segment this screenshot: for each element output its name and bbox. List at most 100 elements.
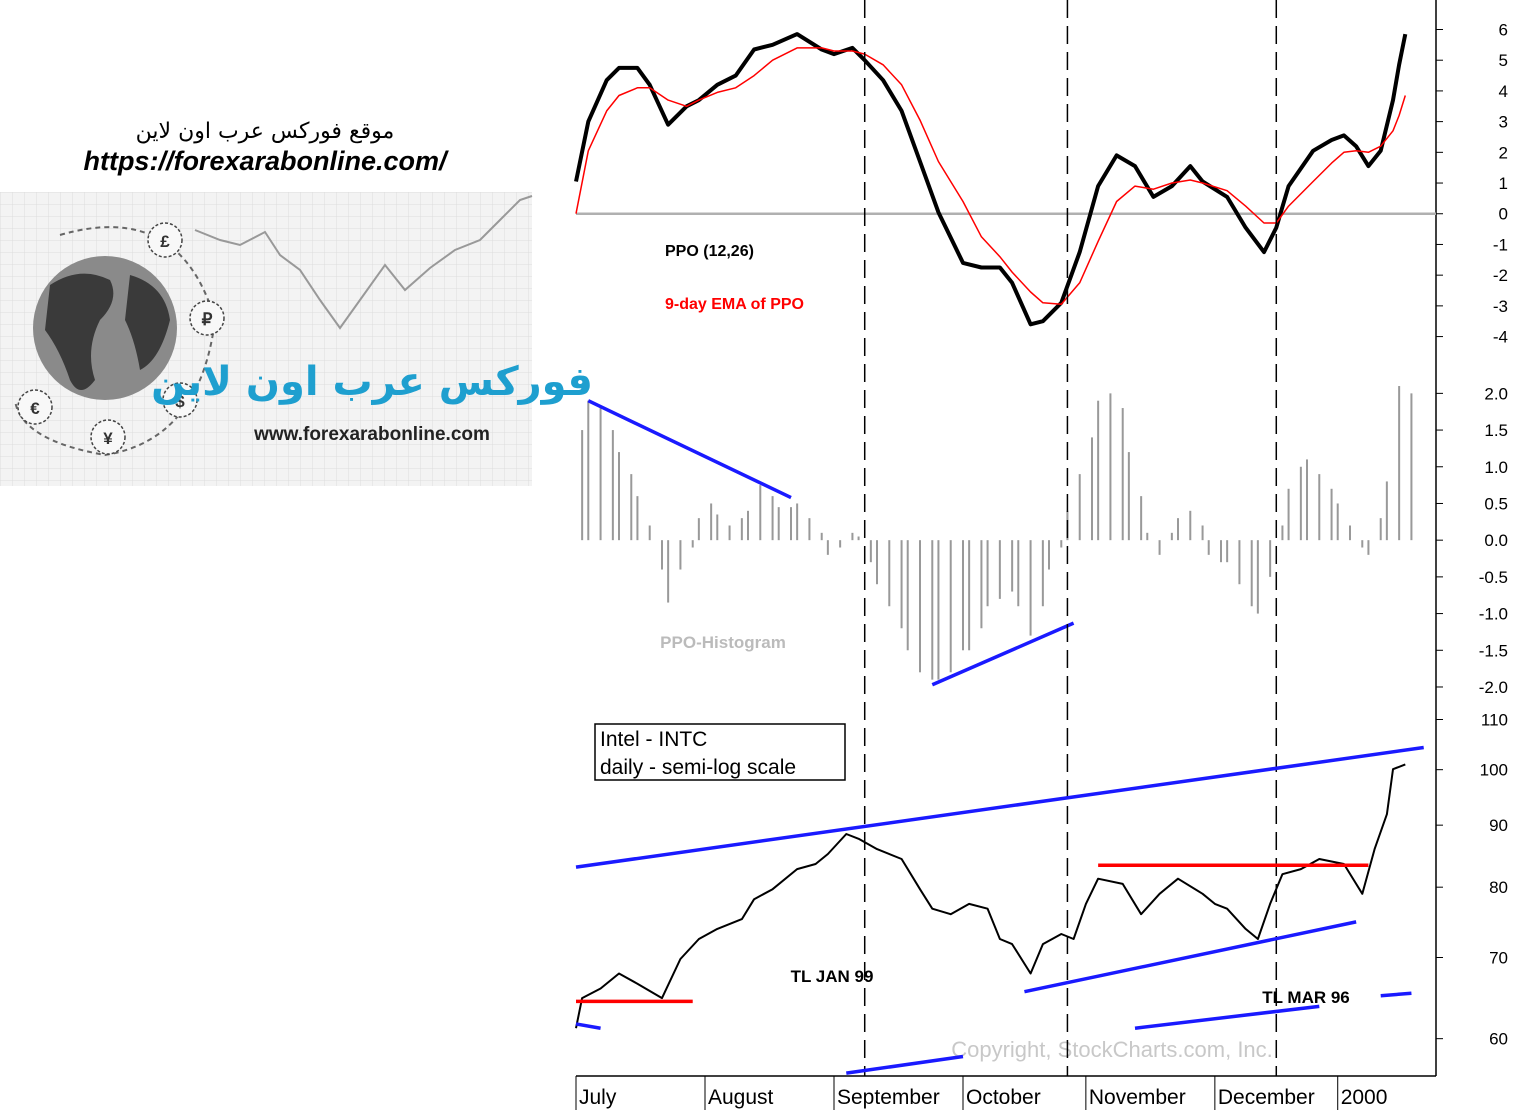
histogram-bar <box>986 540 989 607</box>
histogram-bar <box>1318 474 1321 541</box>
histogram-bar <box>1281 525 1284 541</box>
histogram-bar <box>618 452 620 541</box>
y-tick-label: -2.0 <box>1479 678 1508 697</box>
histogram-bar <box>636 496 639 541</box>
y-tick-label: 4 <box>1499 82 1508 101</box>
histogram-bar <box>1226 540 1229 563</box>
histogram-bar <box>851 532 854 541</box>
x-tick-label: July <box>579 1086 617 1109</box>
histogram-bar <box>1091 437 1093 541</box>
histogram-bar <box>1330 488 1333 541</box>
histogram-bar <box>1367 540 1370 555</box>
y-tick-label: -1.5 <box>1479 641 1508 660</box>
histogram-bar <box>710 503 713 541</box>
histogram-bar <box>1250 540 1253 607</box>
histogram-bar <box>998 540 1001 599</box>
x-tick-label: August <box>708 1086 774 1109</box>
logo-site[interactable]: www.forexarabonline.com <box>253 424 490 445</box>
y-tick-label: 80 <box>1489 878 1508 897</box>
histogram-bar <box>661 540 663 570</box>
currency-symbol: ¥ <box>103 429 113 448</box>
y-tick-label: 70 <box>1489 948 1508 967</box>
y-tick-label: 100 <box>1480 761 1508 780</box>
histogram-bar <box>1299 466 1302 541</box>
histogram-bar <box>790 507 792 541</box>
chart-subtitle: daily - semi-log scale <box>600 756 796 779</box>
x-tick-label: December <box>1218 1086 1315 1109</box>
series-line <box>575 47 1407 306</box>
y-tick-label: 2 <box>1499 143 1508 162</box>
histogram-bar <box>716 514 719 541</box>
histogram-bar <box>1011 540 1014 592</box>
title-box <box>594 723 846 781</box>
histogram-bar <box>1349 525 1351 541</box>
logo-url[interactable]: https://forexarabonline.com/ <box>83 146 449 176</box>
histogram-bar <box>1146 532 1149 541</box>
y-tick-label: 1 <box>1499 174 1508 193</box>
histogram-bar <box>1220 540 1222 563</box>
histogram-bar <box>820 532 823 541</box>
histogram-bar <box>777 507 780 541</box>
histogram-bar <box>771 496 774 541</box>
y-tick-label: -1 <box>1493 235 1508 254</box>
histogram-bar <box>808 518 811 541</box>
chart-title: Intel - INTC <box>600 728 707 751</box>
histogram-bar <box>611 430 614 541</box>
histogram-bar <box>937 540 940 680</box>
histogram-bar <box>1097 400 1100 541</box>
panel-label: PPO-Histogram <box>660 633 786 652</box>
y-tick-label: 0.0 <box>1484 531 1508 550</box>
currency-symbol: ₽ <box>202 310 213 329</box>
histogram-bar <box>1201 525 1204 541</box>
histogram-bar <box>1127 452 1130 541</box>
histogram-bar <box>1238 540 1241 585</box>
histogram-bar <box>869 540 872 563</box>
histogram-bar <box>1379 518 1382 541</box>
trend-line <box>1380 991 1412 998</box>
y-tick-label: -0.5 <box>1479 568 1508 587</box>
histogram-bar <box>919 540 921 673</box>
copyright: Copyright, StockCharts.com, Inc. <box>951 1037 1273 1062</box>
x-tick-label: November <box>1089 1086 1186 1109</box>
y-tick-label: 110 <box>1481 710 1508 729</box>
y-tick-label: 5 <box>1499 51 1508 70</box>
histogram-bar <box>1177 518 1179 541</box>
histogram-bar <box>1158 540 1161 555</box>
histogram-bar <box>1385 481 1388 541</box>
histogram-bar <box>728 525 731 541</box>
series-line <box>575 763 1406 1029</box>
histogram-bar <box>826 540 829 555</box>
histogram-bar <box>1109 393 1112 541</box>
annotation: TL JAN 99 <box>791 967 874 986</box>
histogram-bar <box>1306 459 1308 541</box>
x-tick-label: October <box>966 1086 1041 1109</box>
histogram-bar <box>581 430 584 541</box>
y-tick-label: 6 <box>1499 20 1508 39</box>
histogram-bar <box>1410 393 1413 541</box>
trend-line <box>575 745 1424 869</box>
y-tick-label: 0 <box>1499 205 1508 224</box>
y-tick-label: 90 <box>1489 816 1508 835</box>
histogram-bar <box>931 540 934 680</box>
y-tick-label: 60 <box>1489 1030 1508 1049</box>
x-tick-label: 2000 <box>1341 1086 1388 1109</box>
logo-heading: موقع فوركس عرب اون لاين <box>136 119 395 144</box>
histogram-bar <box>599 408 602 541</box>
y-tick-label: -4 <box>1493 328 1508 347</box>
y-tick-label: 3 <box>1499 113 1508 132</box>
y-tick-label: -2 <box>1493 266 1508 285</box>
histogram-bar <box>888 540 891 607</box>
histogram-bar <box>949 540 952 673</box>
histogram-bar <box>1170 532 1173 541</box>
histogram-bar <box>630 474 633 541</box>
trend-line <box>931 621 1075 687</box>
histogram-bar <box>962 540 964 651</box>
y-tick-label: 0.5 <box>1484 494 1508 513</box>
histogram-bar <box>1287 488 1290 541</box>
histogram-bar <box>796 503 799 541</box>
legend-label: 9-day EMA of PPO <box>665 296 804 313</box>
y-tick-label: 2.0 <box>1484 384 1508 403</box>
histogram-bar <box>679 540 682 570</box>
histogram-bar <box>648 525 651 541</box>
histogram-bar <box>1269 540 1272 577</box>
